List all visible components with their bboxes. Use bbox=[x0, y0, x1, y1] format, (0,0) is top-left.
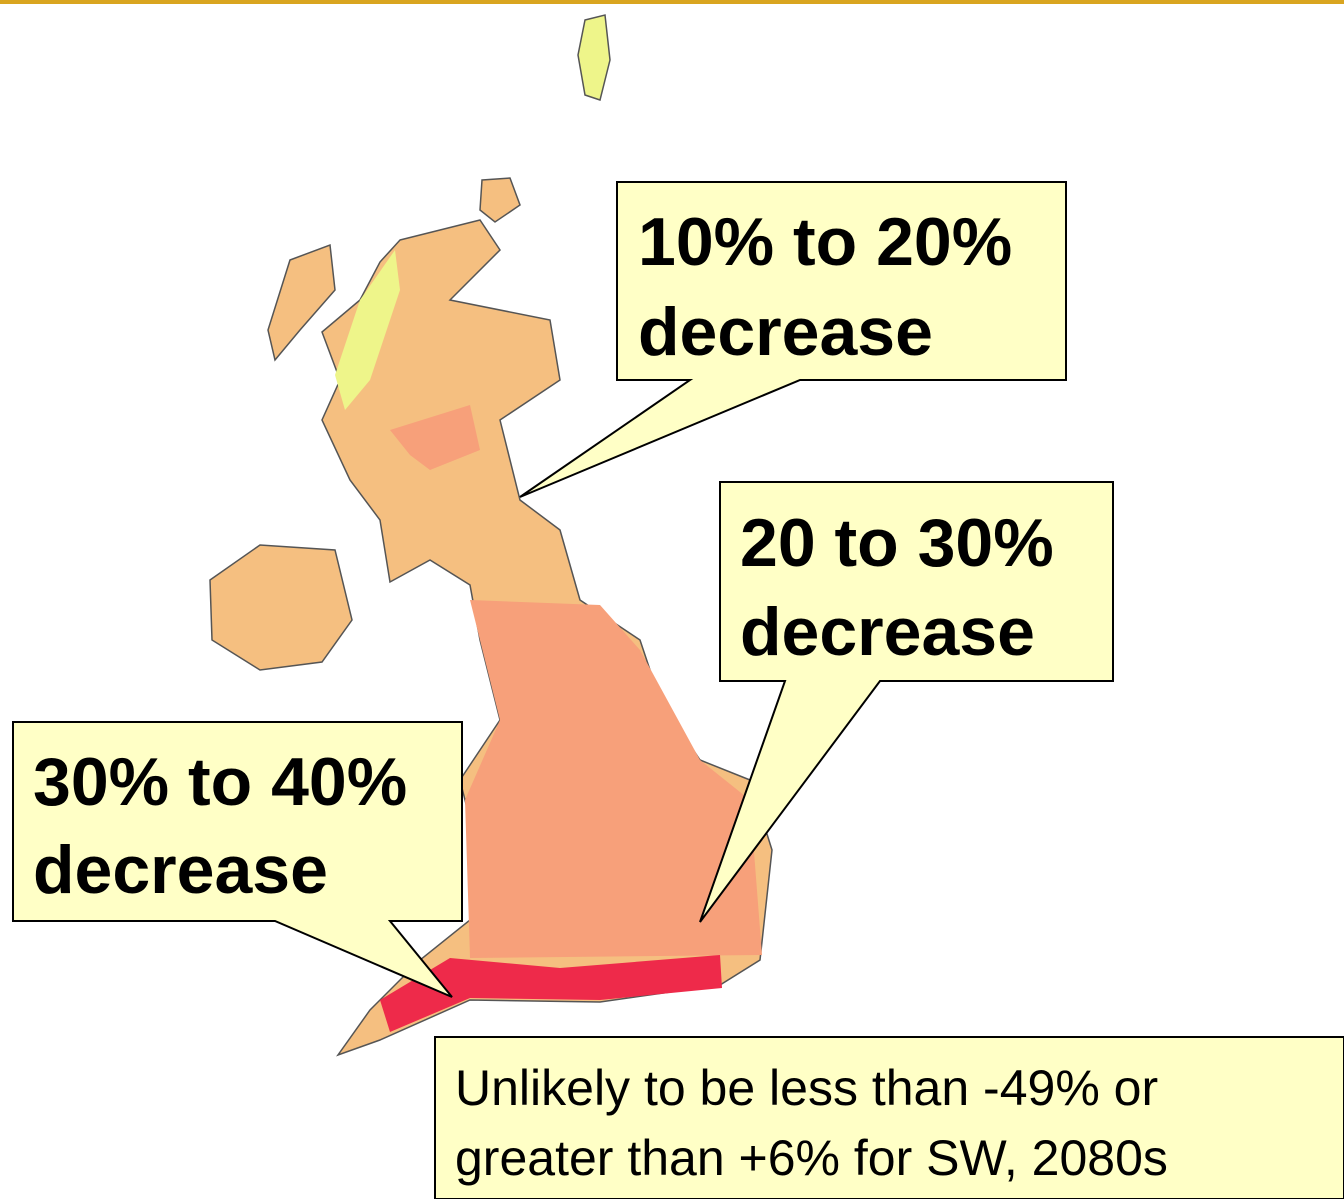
callout-text: decrease bbox=[740, 594, 1035, 670]
callout-text: decrease bbox=[638, 294, 933, 370]
callout-text: decrease bbox=[33, 832, 328, 908]
callout-box bbox=[699, 481, 1114, 923]
callout-text: 20 to 30% bbox=[740, 505, 1054, 581]
callout-box bbox=[12, 721, 463, 998]
callout-1: 10% to 20% decrease bbox=[519, 181, 1067, 498]
northern-ireland bbox=[209, 544, 353, 671]
orkney bbox=[479, 177, 521, 223]
callout-2: 20 to 30% decrease bbox=[699, 481, 1114, 923]
callout-3: 30% to 40% decrease bbox=[12, 721, 463, 998]
south-coast-red bbox=[380, 955, 722, 1032]
central-band bbox=[390, 405, 480, 470]
note-box bbox=[434, 1036, 1344, 1199]
callout-box bbox=[519, 181, 1067, 498]
note-text: Unlikely to be less than -49% or bbox=[455, 1060, 1158, 1116]
top-border bbox=[0, 0, 1344, 4]
shetland bbox=[577, 14, 611, 101]
note-text: greater than +6% for SW, 2080s bbox=[455, 1130, 1168, 1186]
scotland-highlands-yellow bbox=[335, 250, 400, 410]
england-mid bbox=[465, 600, 762, 958]
callout-text: 10% to 20% bbox=[638, 204, 1012, 280]
callout-text: 30% to 40% bbox=[33, 744, 407, 820]
map bbox=[209, 14, 773, 1057]
note: Unlikely to be less than -49% or greater… bbox=[434, 1036, 1344, 1199]
hebrides bbox=[267, 243, 336, 362]
